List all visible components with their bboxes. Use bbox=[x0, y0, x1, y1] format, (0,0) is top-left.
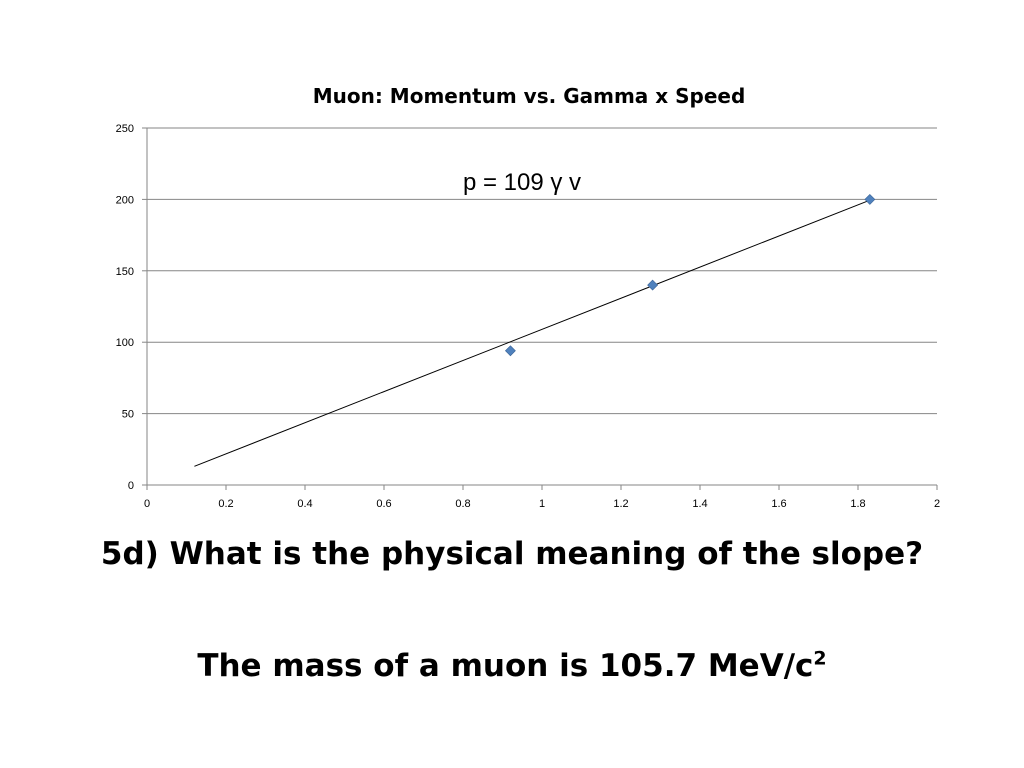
trendline-equation: p = 109 γ v bbox=[463, 169, 581, 196]
trendline-layer bbox=[194, 199, 871, 467]
x-tick-label: 1.2 bbox=[613, 498, 628, 510]
x-tick-label: 1.6 bbox=[771, 498, 786, 510]
y-tick-label: 250 bbox=[116, 123, 134, 135]
trendline bbox=[194, 199, 871, 467]
answer-text: The mass of a muon is 105.7 MeV/c2 bbox=[0, 648, 1024, 684]
data-point bbox=[647, 279, 659, 291]
axes bbox=[142, 127, 938, 490]
y-tick-label: 0 bbox=[128, 480, 134, 492]
x-tick-label: 1.4 bbox=[692, 498, 707, 510]
answer-main: The mass of a muon is 105.7 MeV/c bbox=[197, 648, 814, 684]
y-tick-label: 150 bbox=[116, 266, 134, 278]
tick-labels: 0 50 100 150 200 250 0 0.2 0.4 0.6 0.8 1 1.2 1.4 1.6 1.… bbox=[116, 123, 940, 510]
x-tick-label: 0.8 bbox=[455, 498, 470, 510]
answer-superscript: 2 bbox=[813, 647, 827, 670]
x-tick-label: 0.6 bbox=[376, 498, 391, 510]
y-tick-label: 100 bbox=[116, 337, 134, 349]
chart-title: Muon: Momentum vs. Gamma x Speed bbox=[313, 84, 746, 108]
data-points bbox=[504, 193, 876, 357]
x-tick-label: 0.4 bbox=[297, 498, 312, 510]
scatter-chart: Muon: Momentum vs. Gamma x Speed 0 50 100 1… bbox=[116, 84, 940, 510]
y-tick-label: 50 bbox=[122, 409, 134, 421]
data-point bbox=[864, 193, 876, 205]
x-tick-label: 1 bbox=[539, 498, 545, 510]
x-tick-label: 2 bbox=[934, 498, 940, 510]
x-tick-label: 0 bbox=[144, 498, 150, 510]
x-tick-label: 0.2 bbox=[218, 498, 233, 510]
question-text: 5d) What is the physical meaning of the … bbox=[100, 536, 924, 572]
data-point bbox=[504, 345, 516, 357]
gridlines bbox=[147, 127, 937, 415]
x-tick-label: 1.8 bbox=[850, 498, 865, 510]
y-tick-label: 200 bbox=[116, 194, 134, 206]
